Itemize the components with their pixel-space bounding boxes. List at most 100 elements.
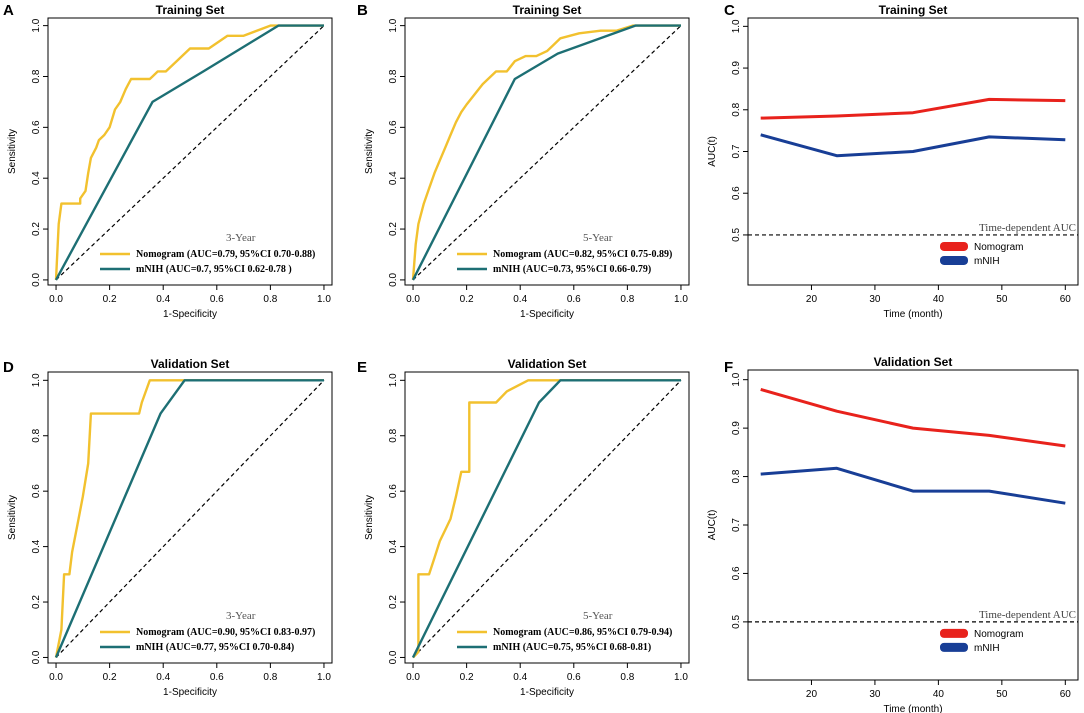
y-tick-label: 0.2 [388,222,399,236]
y-tick-label: 0.8 [388,428,399,442]
series-line-mnih [411,379,681,659]
panel-title: Training Set [879,3,948,17]
plot-frame [404,17,690,286]
series-line-nomogram [760,387,1066,448]
legend-entry: mNIH (AUC=0.73, 95%CI 0.66-0.79) [493,264,651,275]
x-tick-label: 0.0 [49,672,63,683]
y-tick-label: 0.8 [731,469,742,483]
legend-entry: mNIH (AUC=0.77, 95%CI 0.70-0.84) [136,642,294,653]
x-tick-label: 40 [933,294,945,305]
x-tick-label: 0.0 [406,294,420,305]
x-axis-label: Time (month) [883,704,942,713]
plot-frame [47,17,333,286]
series-line-nomogram [760,97,1066,120]
panel-letter: D [3,359,14,376]
y-tick-label: 0.4 [31,539,42,553]
x-tick-label: 0.6 [210,294,224,305]
y-tick-label: 0.5 [731,614,742,628]
diagonal-reference-line [412,379,682,658]
y-tick-label: 1.0 [31,18,42,32]
panel-f: F Validation Set 20 30 40 50 60 0.5 0.6 0.7 0.8 0.9… [707,355,1079,713]
legend-entry: mNIH [974,643,1000,654]
y-tick-label: 0.7 [731,518,742,532]
y-axis-label: Sensitivity [364,129,375,174]
diagonal-reference-line [55,25,325,281]
x-tick-label: 0.8 [263,294,277,305]
x-tick-label: 30 [869,294,881,305]
series-line-nomogram [54,379,324,658]
legend-entry: mNIH (AUC=0.75, 95%CI 0.68-0.81) [493,642,651,653]
x-axis-label: 1-Specificity [520,309,574,320]
x-tick-label: 0.2 [460,672,474,683]
x-tick-label: 1.0 [317,294,331,305]
diagonal-reference-line [412,25,682,281]
y-tick-label: 0.6 [388,120,399,134]
panel-e: E Validation Set 0.0 0.2 0.4 0.6 0.8 1.0 0.0 0.2 0… [357,357,690,698]
series-line-nomogram [411,24,681,280]
x-axis-label: 1-Specificity [520,687,574,698]
y-tick-label: 0.6 [31,484,42,498]
panel-letter: C [724,2,735,19]
legend-entry: Nomogram (AUC=0.82, 95%CI 0.75-0.89) [493,249,672,260]
x-tick-label: 60 [1060,294,1072,305]
y-tick-label: 1.0 [31,373,42,387]
panel-d: D Validation Set 0.0 0.2 0.4 0.6 0.8 1.0 0.0 0.2 0… [3,357,333,698]
y-axis-label: Sensitivity [7,495,18,540]
y-tick-label: 0.2 [388,595,399,609]
legend-entry: mNIH (AUC=0.7, 95%CI 0.62-0.78 ) [136,264,292,275]
legend-entry: Nomogram (AUC=0.90, 95%CI 0.83-0.97) [136,627,315,638]
x-tick-label: 1.0 [674,294,688,305]
reference-label: Time-dependent AUC [979,222,1076,234]
plot-frame [404,371,690,664]
y-axis-label: Sensitivity [364,495,375,540]
legend-entry: Nomogram [974,629,1023,640]
year-label: 3-Year [226,610,256,622]
panel-title: Validation Set [874,355,953,369]
x-tick-label: 0.4 [156,294,170,305]
y-tick-label: 1.0 [388,18,399,32]
x-tick-label: 40 [933,689,945,700]
y-tick-label: 1.0 [731,372,742,386]
series-line-nomogram [54,24,324,280]
panel-letter: F [724,359,733,376]
legend-swatch [940,255,968,265]
panel-letter: B [357,2,368,19]
panel-title: Training Set [513,3,582,17]
y-tick-label: 0.0 [31,650,42,664]
x-tick-label: 50 [996,689,1008,700]
x-tick-label: 20 [806,294,818,305]
y-tick-label: 0.4 [388,539,399,553]
panel-letter: A [3,2,14,19]
y-axis-label: AUC(t) [707,136,718,167]
x-tick-label: 0.2 [103,294,117,305]
plot-frame [747,369,1079,681]
y-tick-label: 0.8 [31,428,42,442]
x-tick-label: 0.4 [156,672,170,683]
y-tick-label: 0.6 [388,484,399,498]
x-tick-label: 0.4 [513,294,527,305]
y-tick-label: 0.0 [388,273,399,287]
y-tick-label: 0.9 [731,61,742,75]
y-tick-label: 0.7 [731,144,742,158]
y-tick-label: 0.4 [31,171,42,185]
x-tick-label: 0.0 [406,672,420,683]
x-axis-label: 1-Specificity [163,309,217,320]
y-tick-label: 0.2 [31,222,42,236]
legend-entry: Nomogram (AUC=0.79, 95%CI 0.70-0.88) [136,249,315,260]
panel-title: Validation Set [151,357,230,371]
y-tick-label: 0.8 [731,102,742,116]
series-line-mnih [54,379,324,658]
series-line-mnih [411,24,681,281]
y-axis-label: Sensitivity [7,129,18,174]
panel-title: Training Set [156,3,225,17]
y-tick-label: 0.8 [31,69,42,83]
year-label: 3-Year [226,232,256,244]
series-line-nomogram [412,379,681,659]
legend-entry: mNIH [974,256,1000,267]
legend-swatch [940,241,968,251]
x-tick-label: 0.2 [460,294,474,305]
x-tick-label: 1.0 [674,672,688,683]
year-label: 5-Year [583,610,613,622]
plot-frame [47,371,333,664]
